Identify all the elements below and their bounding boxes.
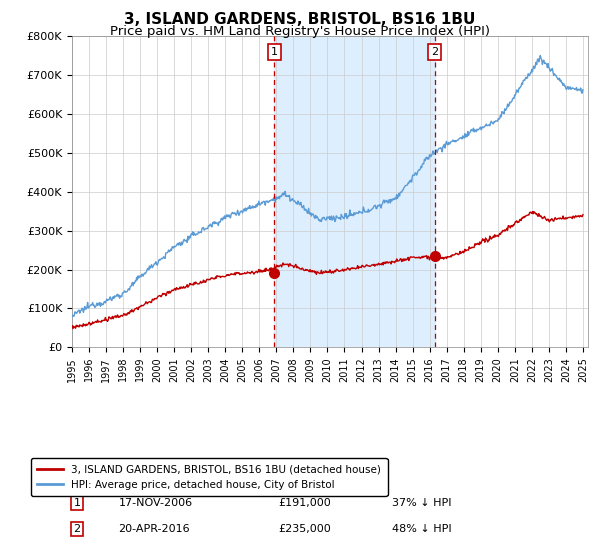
Text: 37% ↓ HPI: 37% ↓ HPI bbox=[392, 498, 451, 507]
Text: 1: 1 bbox=[271, 47, 278, 57]
Text: 2: 2 bbox=[431, 47, 438, 57]
Text: Price paid vs. HM Land Registry's House Price Index (HPI): Price paid vs. HM Land Registry's House … bbox=[110, 25, 490, 38]
Text: £235,000: £235,000 bbox=[278, 524, 331, 534]
Text: 17-NOV-2006: 17-NOV-2006 bbox=[118, 498, 193, 507]
Text: 20-APR-2016: 20-APR-2016 bbox=[118, 524, 190, 534]
Text: £191,000: £191,000 bbox=[278, 498, 331, 507]
Text: 1: 1 bbox=[74, 498, 80, 507]
Legend: 3, ISLAND GARDENS, BRISTOL, BS16 1BU (detached house), HPI: Average price, detac: 3, ISLAND GARDENS, BRISTOL, BS16 1BU (de… bbox=[31, 458, 388, 496]
Text: 3, ISLAND GARDENS, BRISTOL, BS16 1BU: 3, ISLAND GARDENS, BRISTOL, BS16 1BU bbox=[124, 12, 476, 27]
Text: 2: 2 bbox=[74, 524, 81, 534]
Text: 48% ↓ HPI: 48% ↓ HPI bbox=[392, 524, 452, 534]
Bar bbox=[274, 36, 434, 347]
